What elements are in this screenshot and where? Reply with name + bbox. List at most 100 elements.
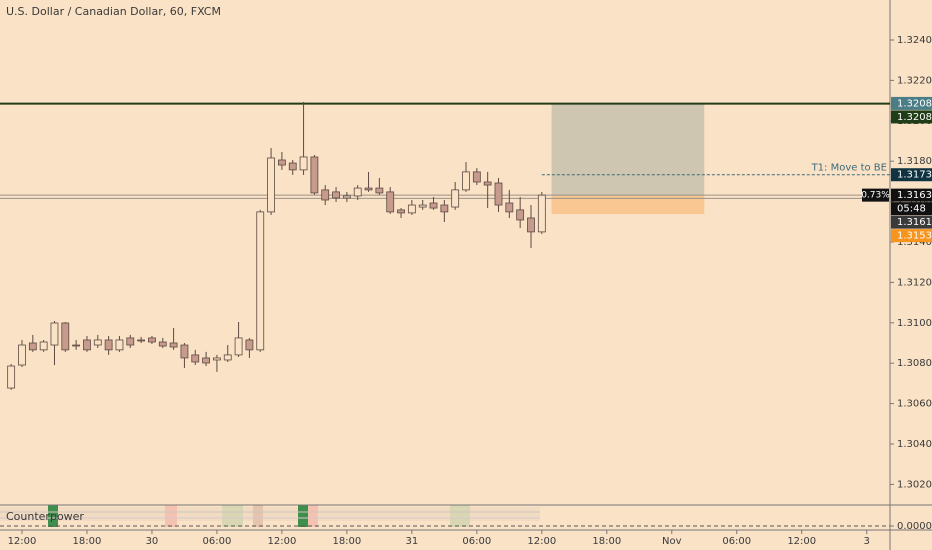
candle-body bbox=[310, 156, 319, 194]
indicator-bar bbox=[165, 505, 177, 527]
candle-body bbox=[483, 181, 492, 186]
candle-body bbox=[213, 357, 221, 361]
y-tick-label: 1.30600 bbox=[897, 399, 932, 410]
candle-body bbox=[397, 209, 405, 214]
candle-body bbox=[39, 341, 48, 351]
candle-body bbox=[50, 322, 59, 346]
price-label: 1.31538 bbox=[897, 231, 932, 242]
candle-body bbox=[148, 337, 156, 343]
candle-body bbox=[61, 322, 70, 351]
price-label-box bbox=[891, 215, 932, 229]
candle-body bbox=[202, 357, 210, 364]
chart-title: U.S. Dollar / Canadian Dollar, 60, FXCM bbox=[6, 5, 221, 18]
candle-body bbox=[353, 187, 362, 197]
y-tick-label: 1.30200 bbox=[897, 479, 932, 490]
change-badge: 0.73% bbox=[861, 191, 890, 201]
price-label: 1.32085 bbox=[897, 112, 932, 123]
y-tick-label: 1.31200 bbox=[897, 277, 932, 288]
y-tick-label: 1.30400 bbox=[897, 439, 932, 450]
y-tick-label: 1.31600 bbox=[897, 197, 932, 208]
candle-body bbox=[126, 337, 135, 346]
candle-body bbox=[516, 209, 525, 221]
candle-body bbox=[180, 344, 189, 359]
candle-body bbox=[505, 202, 514, 213]
candle-body bbox=[440, 204, 449, 213]
price-label: 1.31733 bbox=[897, 170, 932, 181]
candle-body bbox=[169, 342, 178, 348]
candle-body bbox=[72, 344, 81, 347]
candle-body bbox=[267, 157, 275, 213]
candle-body bbox=[407, 204, 416, 214]
candle-body bbox=[418, 204, 427, 208]
stop-zone bbox=[551, 195, 705, 215]
candle-body bbox=[451, 189, 460, 208]
y-tick-label: 1.30800 bbox=[897, 358, 932, 369]
price-label-box bbox=[891, 229, 932, 243]
x-tick-label: 12:00 bbox=[8, 536, 37, 547]
indicator-bar bbox=[48, 505, 58, 527]
x-tick-label: 12:00 bbox=[267, 536, 296, 547]
x-tick-label: 06:00 bbox=[722, 536, 751, 547]
candle-body bbox=[462, 171, 470, 191]
indicator-bar bbox=[298, 505, 308, 527]
candle-body bbox=[364, 187, 373, 191]
candle-body bbox=[386, 191, 395, 213]
candle-body bbox=[104, 339, 113, 351]
candle-body bbox=[115, 339, 124, 351]
candle-body bbox=[472, 171, 481, 183]
candle-body bbox=[527, 217, 535, 233]
candle-body bbox=[342, 195, 351, 199]
x-tick-label: 12:00 bbox=[527, 536, 556, 547]
price-label-box bbox=[891, 110, 932, 124]
candle-body bbox=[158, 341, 167, 347]
x-tick-label: 18:00 bbox=[332, 536, 361, 547]
x-tick-label: 06:00 bbox=[203, 536, 232, 547]
x-tick-label: 31 bbox=[405, 536, 418, 547]
candle-body bbox=[288, 162, 297, 171]
target-zone bbox=[551, 103, 705, 196]
indicator-name: Counterpower bbox=[6, 510, 84, 523]
countdown-box bbox=[891, 202, 932, 216]
y-tick-label: 1.31000 bbox=[897, 318, 932, 329]
indicator-bar bbox=[222, 505, 243, 527]
candle-body bbox=[375, 187, 384, 194]
change-badge-box bbox=[862, 188, 889, 202]
indicator-pane bbox=[0, 505, 890, 527]
plot: T1: Move to BE bbox=[0, 102, 890, 390]
x-tick-label: 18:00 bbox=[73, 536, 102, 547]
x-tick-label: 06:00 bbox=[462, 536, 491, 547]
candle-body bbox=[137, 339, 146, 342]
indicator-tick-label: 0.00000 bbox=[897, 521, 932, 532]
indicator-bar bbox=[450, 505, 470, 527]
price-label: 1.31632 bbox=[897, 190, 932, 201]
countdown: 05:48 bbox=[897, 204, 926, 215]
x-tick-label: 12:00 bbox=[787, 536, 816, 547]
candle-body bbox=[28, 342, 37, 351]
candle-body bbox=[321, 189, 330, 201]
candle-body bbox=[299, 156, 308, 171]
candle-body bbox=[494, 182, 503, 206]
indicator-bar bbox=[308, 505, 318, 527]
candle-body bbox=[83, 339, 91, 351]
candle-body bbox=[245, 339, 254, 351]
price-label-box bbox=[891, 188, 932, 202]
candle-body bbox=[429, 202, 438, 209]
x-tick-label: 3 bbox=[864, 536, 870, 547]
y-tick-label: 1.31400 bbox=[897, 237, 932, 248]
candle-body bbox=[537, 194, 546, 233]
candle-body bbox=[223, 354, 232, 361]
candle-body bbox=[332, 191, 340, 199]
price-label: 1.31616 bbox=[897, 217, 932, 228]
candle-body bbox=[93, 339, 102, 346]
candle-body bbox=[256, 211, 265, 351]
y-tick-label: 1.32200 bbox=[897, 75, 932, 86]
candle-body bbox=[191, 354, 200, 363]
price-label-box bbox=[891, 168, 932, 182]
candle-body bbox=[7, 365, 16, 389]
x-tick-label: 18:00 bbox=[592, 536, 621, 547]
candle-body bbox=[234, 337, 243, 356]
